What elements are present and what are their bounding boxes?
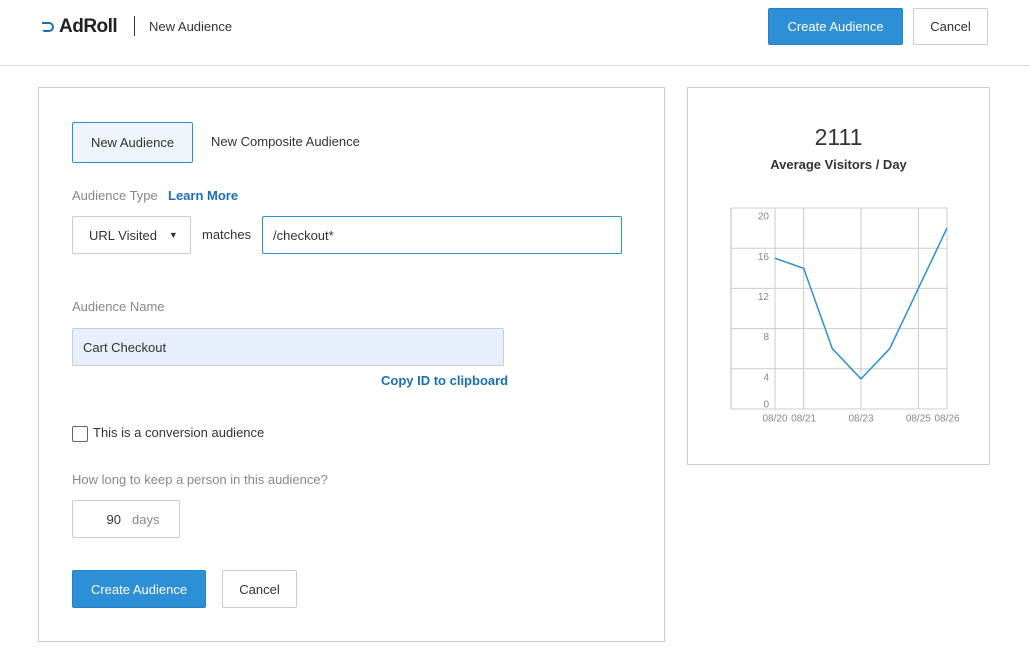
unit: days — [132, 511, 160, 527]
separator — [134, 16, 135, 36]
tab-active[interactable]: New Audience — [72, 122, 193, 163]
label: Audience Name — [72, 299, 165, 314]
y-tick-label: 4 — [763, 372, 769, 383]
input-value: Cart Checkout — [83, 339, 167, 355]
y-tick-label: 20 — [758, 212, 770, 223]
cancel-button[interactable]: Cancel — [913, 8, 988, 45]
form-panel — [38, 87, 665, 642]
y-tick-label: 16 — [758, 252, 770, 263]
label: This is a conversion audience — [93, 425, 265, 440]
logo: AdRoll — [59, 16, 118, 37]
link[interactable]: Learn More — [168, 188, 239, 203]
create-button[interactable]: Create Audience — [768, 8, 903, 45]
logo-icon — [42, 22, 54, 32]
tab[interactable]: New Composite Audience — [211, 134, 360, 149]
input-value: /checkout* — [273, 227, 334, 243]
name-input[interactable]: Cart Checkout — [72, 328, 504, 366]
stat-value: 2111 — [814, 124, 863, 150]
x-tick-label: 08/21 — [791, 414, 816, 425]
duration-input[interactable]: 90 days — [72, 500, 180, 538]
input-value: 90 — [106, 511, 121, 527]
y-tick-label: 8 — [763, 332, 769, 343]
link[interactable]: Copy ID to clipboard — [381, 373, 509, 388]
label: matches — [202, 227, 252, 242]
x-tick-label: 08/20 — [762, 414, 787, 425]
header: AdRoll New Audience Create Audience Canc… — [0, 0, 1030, 66]
label: Audience Type — [72, 188, 158, 203]
line — [774, 227, 948, 380]
x-tick-label: 08/25 — [906, 414, 931, 425]
checkbox[interactable] — [72, 426, 88, 442]
stat-label: Average Visitors / Day — [770, 157, 907, 172]
y-tick-label: 12 — [758, 292, 770, 303]
create-button[interactable]: Create Audience — [72, 570, 206, 608]
label: How long to keep a person in this audien… — [72, 472, 328, 487]
stats-panel — [687, 87, 990, 465]
cancel-button[interactable]: Cancel — [222, 570, 297, 608]
select-value: URL Visited — [89, 227, 157, 243]
x-tick-label: 08/23 — [848, 414, 873, 425]
x-tick-label: 08/26 — [934, 414, 959, 425]
y-tick-label: 0 — [763, 400, 769, 411]
page-title: New Audience — [149, 19, 233, 34]
chart: 0 4 8 12 16 20 08/20 08/21 08/23 08/25 08/26 — [730, 207, 960, 425]
url-input[interactable]: /checkout* — [262, 216, 622, 254]
select[interactable]: URL Visited ▼ — [72, 216, 191, 254]
caret: ▼ — [168, 230, 178, 240]
